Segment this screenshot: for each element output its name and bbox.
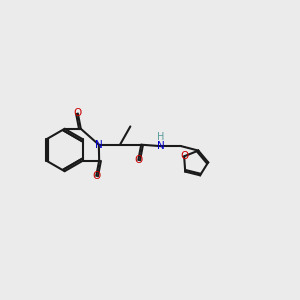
Text: O: O (134, 155, 142, 165)
Text: H: H (157, 132, 164, 142)
Text: O: O (180, 151, 188, 161)
Text: N: N (95, 140, 103, 150)
Text: O: O (92, 171, 100, 181)
Text: N: N (158, 141, 165, 151)
Text: O: O (74, 109, 82, 118)
